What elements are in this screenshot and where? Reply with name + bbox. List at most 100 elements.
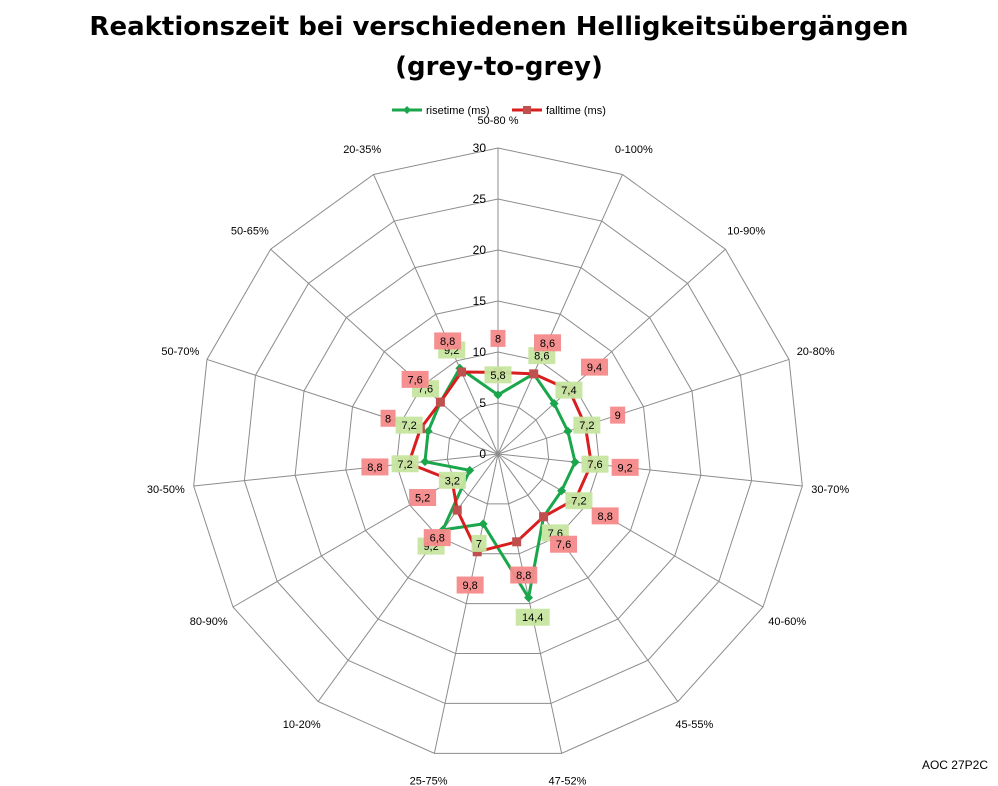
grid-ring	[243, 198, 753, 704]
category-label: 50-65%	[231, 226, 269, 238]
data-label: 8	[495, 333, 501, 345]
data-label-box	[510, 566, 538, 584]
data-label-box	[611, 458, 639, 476]
category-label: 30-50%	[147, 484, 185, 496]
grid-spoke	[317, 453, 499, 702]
data-point	[549, 398, 559, 408]
data-point	[512, 537, 522, 547]
data-label-box	[581, 455, 609, 473]
grid-ring	[345, 300, 651, 605]
data-label: 7,6	[587, 459, 602, 471]
radial-tick-label: 15	[473, 294, 487, 308]
data-point	[570, 457, 580, 467]
data-label: 3,2	[445, 475, 460, 487]
data-label: 14,4	[522, 612, 543, 624]
data-label-box	[409, 489, 437, 507]
data-label-box	[361, 458, 389, 476]
data-point	[423, 426, 433, 436]
legend: risetime (ms) falltime (ms)	[392, 105, 606, 117]
category-label: 40-60%	[768, 616, 806, 628]
data-label: 8,8	[516, 570, 531, 582]
data-point	[563, 426, 573, 436]
data-label-box	[610, 406, 626, 424]
data-label-box	[490, 329, 506, 347]
data-point	[456, 367, 466, 377]
category-label: 50-80 %	[478, 115, 519, 127]
data-label: 7,2	[579, 420, 594, 432]
data-label-box	[434, 332, 462, 350]
grid-spoke	[433, 453, 499, 754]
grid-spoke	[497, 453, 764, 608]
data-point	[529, 369, 539, 379]
data-label: 9	[615, 410, 621, 422]
grid-spoke	[193, 453, 499, 487]
legend-marker	[403, 106, 411, 114]
grid-spoke	[497, 174, 623, 455]
radial-tick-label: 20	[473, 243, 487, 257]
category-label: 20-80%	[797, 346, 835, 358]
data-label-box	[534, 334, 562, 352]
data-point	[539, 512, 549, 522]
data-label-box	[456, 576, 484, 594]
legend-label: falltime (ms)	[546, 105, 606, 117]
data-label: 7,2	[397, 459, 412, 471]
grid-ring	[396, 351, 600, 555]
data-labels-falltime: 8 8,6 9,4 9 9,2 8,8 7,6 8,8 9,8 6,8 5,2 8,8 8 7,6 8,8	[361, 329, 639, 594]
category-label: 80-90%	[190, 616, 228, 628]
grid-spoke	[206, 358, 499, 455]
data-label-box	[471, 534, 487, 552]
legend-marker	[523, 106, 531, 114]
radial-tick-label: 30	[473, 141, 487, 155]
data-label-box	[550, 535, 578, 553]
radial-tick-label: 0	[479, 447, 486, 461]
radar-grid	[193, 147, 803, 754]
data-label-box	[591, 507, 619, 525]
data-label: 8,8	[440, 336, 455, 348]
data-label: 8,8	[367, 462, 382, 474]
data-label: 5,2	[415, 493, 430, 505]
grid-ring	[294, 249, 702, 655]
grid-spoke	[497, 248, 726, 455]
category-label: 25-75%	[410, 776, 448, 786]
data-point	[435, 397, 445, 407]
legend-label: risetime (ms)	[426, 105, 490, 117]
category-label: 20-35%	[343, 144, 381, 156]
data-point	[524, 593, 534, 603]
radial-tick-label: 25	[473, 192, 487, 206]
data-point	[478, 519, 488, 529]
data-label: 8,8	[598, 511, 613, 523]
grid-spoke	[373, 174, 499, 455]
data-label-box	[484, 366, 512, 384]
data-label-box	[380, 409, 396, 427]
chart-title-line1: Reaktionszeit bei verschiedenen Helligke…	[89, 12, 909, 42]
category-label: 10-20%	[283, 719, 321, 731]
category-label: 10-90%	[727, 226, 765, 238]
data-label: 7,4	[561, 385, 576, 397]
data-label-box	[528, 347, 556, 365]
model-footnote: AOC 27P2C	[921, 758, 988, 772]
data-label-box	[438, 471, 466, 489]
data-label: 7	[476, 538, 482, 550]
chart-title-line2: (grey-to-grey)	[395, 52, 603, 82]
data-label: 9,8	[462, 580, 477, 592]
category-labels: 50-80 % 0-100% 10-90% 20-80% 30-70% 40-60% 45-…	[147, 115, 849, 786]
data-label-box	[423, 529, 451, 547]
data-label: 7,6	[556, 539, 571, 551]
grid-ring	[193, 147, 803, 754]
radial-tick-label: 10	[473, 345, 487, 359]
data-label: 7,2	[401, 420, 416, 432]
radial-tick-labels: 0 5 10 15 20 25 30	[473, 141, 487, 461]
data-label-box	[555, 381, 583, 399]
data-label-box	[581, 358, 609, 376]
radial-tick-label: 5	[479, 396, 486, 410]
data-label: 9,4	[587, 362, 602, 374]
data-point	[493, 390, 503, 400]
grid-spoke	[497, 358, 790, 455]
data-label: 8	[385, 413, 391, 425]
category-label: 50-70%	[161, 346, 199, 358]
series-line	[407, 370, 593, 554]
category-label: 0-100%	[615, 144, 653, 156]
data-label-box	[391, 455, 419, 473]
data-label: 7,6	[407, 374, 422, 386]
